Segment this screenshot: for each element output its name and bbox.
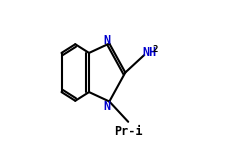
Text: N: N	[104, 34, 111, 47]
Text: Pr-i: Pr-i	[114, 125, 142, 138]
Text: N: N	[104, 100, 111, 113]
Text: NH: NH	[143, 46, 157, 59]
Text: 2: 2	[153, 45, 158, 54]
